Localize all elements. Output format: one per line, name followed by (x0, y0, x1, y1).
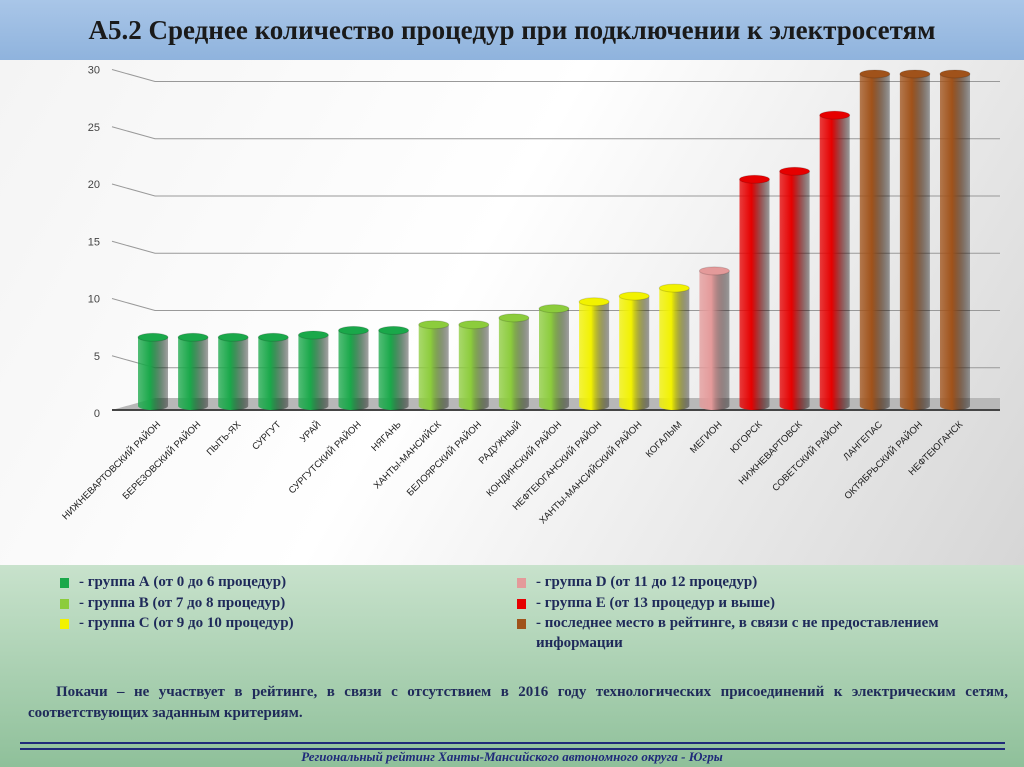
bar-top (819, 110, 851, 120)
bar-top (257, 332, 289, 342)
x-tick-label: НЯГАНЬ (369, 419, 403, 453)
bar (418, 324, 449, 410)
bar-top (859, 69, 891, 79)
bar-top (338, 325, 369, 335)
legend-label: - группа А (от 0 до 6 процедур) (79, 574, 287, 590)
legend-label: - группа В (от 7 до 8 процедур) (79, 595, 286, 611)
legend-area: - группа А (от 0 до 6 процедур) - группа… (0, 565, 1024, 767)
bar (739, 179, 770, 410)
x-tick-label: МЕГИОН (688, 419, 724, 455)
bar (378, 330, 409, 410)
bar (579, 301, 610, 410)
x-tick-label: СОВЕТСКИЙ РАЙОН (770, 419, 845, 494)
bar (458, 324, 489, 410)
bar (218, 337, 249, 410)
bar (619, 296, 650, 410)
bar (899, 73, 930, 410)
legend-label: - группа D (от 11 до 12 процедур) (536, 574, 758, 590)
bar-top (779, 166, 811, 176)
legend-swatch (60, 599, 69, 609)
x-tick-label: БЕЛОЯРСКИЙ РАЙОН (404, 419, 484, 499)
bar-top (538, 304, 570, 314)
gridline (111, 240, 1000, 254)
gridline (111, 69, 1000, 82)
legend-label: - последнее место в рейтинге, в связи с … (536, 615, 939, 651)
y-tick-label: 0 (94, 408, 100, 420)
x-tick-label: ОКТЯБРЬСКИЙ РАЙОН (842, 419, 925, 502)
bar-top (899, 69, 931, 79)
footer-text: Региональный рейтинг Ханты-Мансийского а… (301, 749, 723, 764)
x-tick-label: ХАНТЫ-МАНСИЙСК (371, 418, 444, 491)
bar-top (618, 291, 650, 301)
legend-item-e: - группа Е (от 13 процедур и выше) (517, 595, 775, 612)
y-tick-label: 20 (88, 179, 100, 191)
bar (940, 73, 970, 410)
bar (298, 335, 329, 410)
x-tick-label: КОНДИНСКИЙ РАЙОН (484, 419, 564, 499)
y-tick-label: 5 (94, 351, 100, 363)
bar (699, 270, 730, 410)
bar (539, 308, 569, 410)
bar (819, 115, 850, 411)
y-tick-label: 30 (88, 65, 100, 77)
x-tick-label: ЛАНГЕПАС (841, 419, 885, 463)
y-tick-label: 25 (88, 122, 100, 134)
bar (779, 171, 810, 410)
bar-top (458, 320, 490, 330)
legend-item-c: - группа С (от 9 до 10 процедур) (60, 615, 294, 632)
bar-top (217, 332, 249, 342)
bar (258, 337, 289, 410)
gridline (111, 183, 1000, 197)
legend-label: - группа С (от 9 до 10 процедур) (79, 615, 294, 631)
note-text: Покачи – не участвует в рейтинге, в связ… (28, 684, 1008, 721)
x-tick-label: СУРГУТ (250, 419, 283, 452)
bar (138, 337, 168, 410)
page-title: А5.2 Среднее количество процедур при под… (88, 14, 936, 45)
legend-label: - группа Е (от 13 процедур и выше) (536, 595, 775, 611)
legend-swatch (517, 578, 526, 588)
y-tick-label: 15 (88, 236, 100, 248)
legend-swatch (517, 599, 526, 609)
bar (178, 337, 209, 410)
bar (859, 73, 890, 410)
legend-item-b: - группа В (от 7 до 8 процедур) (60, 595, 285, 612)
bar-top (297, 330, 329, 340)
bar-top (418, 320, 450, 330)
bar-top (939, 69, 971, 79)
legend-item-d: - группа D (от 11 до 12 процедур) (517, 574, 757, 591)
x-tick-label: ПЫТЬ-ЯХ (205, 419, 244, 458)
x-tick-label: КОГАЛЫМ (644, 419, 685, 460)
legend-item-last: - последнее место в рейтинге, в связи с … (517, 615, 1012, 653)
bar-top (137, 332, 169, 342)
legend-swatch (517, 619, 526, 629)
x-tick-label: СУРГУТСКИЙ РАЙОН (286, 419, 364, 497)
legend-swatch (60, 578, 69, 588)
bar-top (698, 266, 730, 276)
title-bar: А5.2 Среднее количество процедур при под… (0, 0, 1024, 60)
x-tick-label: УРАЙ (297, 419, 323, 445)
legend-item-a: - группа А (от 0 до 6 процедур) (60, 574, 286, 591)
bar-top (658, 283, 690, 293)
bar-top (177, 332, 209, 342)
bar (659, 288, 690, 410)
bar-top (498, 313, 530, 323)
legend-swatch (60, 619, 69, 629)
gridline (111, 126, 1000, 140)
x-tick-label: ЮГОРСК (728, 419, 765, 456)
bar-top (739, 174, 770, 184)
y-tick-label: 10 (88, 294, 100, 306)
bar (498, 317, 529, 410)
bar-top (578, 297, 610, 307)
bar-top (378, 325, 410, 335)
bar (338, 330, 369, 410)
x-tick-label: БЕРЕЗОВСКИЙ РАЙОН (120, 419, 203, 502)
chart-area: 0 5 10 15 20 25 30 НИЖНЕВАРТОВСКИЙ РАЙОН БЕРЕЗОВ… (0, 60, 1024, 565)
footer-divider (20, 742, 1005, 750)
